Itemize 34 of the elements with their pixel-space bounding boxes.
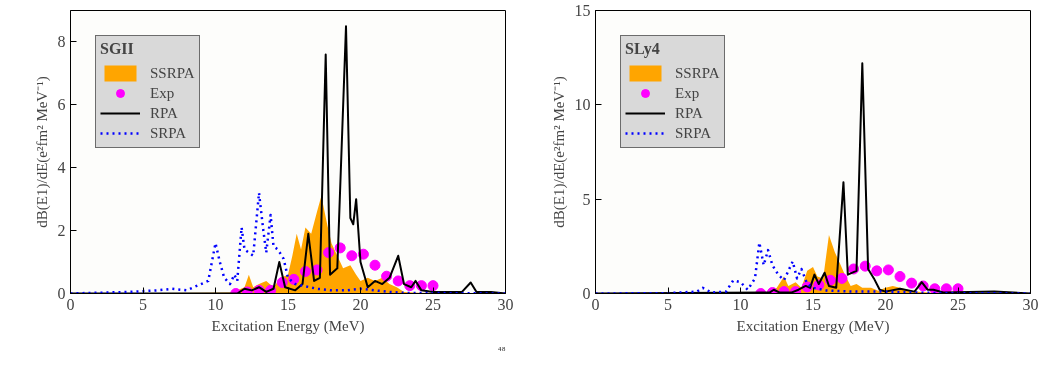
legend-label: SSRPA [675,64,720,82]
legend-label: Exp [675,84,700,102]
legend-label: SRPA [675,124,712,142]
y-tick-label: 5 [582,190,591,208]
legend-label: SRPA [150,124,187,142]
x-axis-title: Excitation Energy (MeV) [211,317,365,335]
y-tick-label: 15 [574,2,591,19]
x-tick-label: 5 [664,295,672,313]
x-tick-label: 5 [139,295,147,313]
x-tick-label: 30 [1022,295,1039,313]
x-axis-title: Excitation Energy (MeV) [736,317,890,335]
legend-title: SGII [100,40,135,58]
legend-label: Exp [150,84,175,102]
x-tick-label: 10 [207,295,224,313]
text: ⁴⁸ [497,343,506,356]
y-tick-label: 4 [57,159,66,177]
x-tick-label: 10 [732,295,749,313]
y-axis-title: dB(E1)/dE(e²fm² MeV⁻¹) [550,76,568,228]
x-tick-label: 15 [280,295,296,313]
x-tick-label: 20 [877,295,894,313]
y-tick-label: 6 [57,96,66,114]
legend-title: SLy4 [625,40,661,58]
x-tick-label: 20 [352,295,369,313]
x-tick-label: 30 [497,295,514,313]
x-tick-label: 15 [805,295,821,313]
y-tick-label: 2 [57,222,66,240]
legend-label: RPA [675,104,703,122]
x-tick-label: 25 [425,295,441,313]
y-tick-label: 8 [57,33,66,51]
legend-label: SSRPA [150,64,195,82]
y-tick-label: 10 [574,96,591,114]
legend-label: RPA [150,104,178,122]
x-tick-label: 25 [950,295,966,313]
y-axis-title: dB(E1)/dE(e²fm² MeV⁻¹) [33,76,51,228]
